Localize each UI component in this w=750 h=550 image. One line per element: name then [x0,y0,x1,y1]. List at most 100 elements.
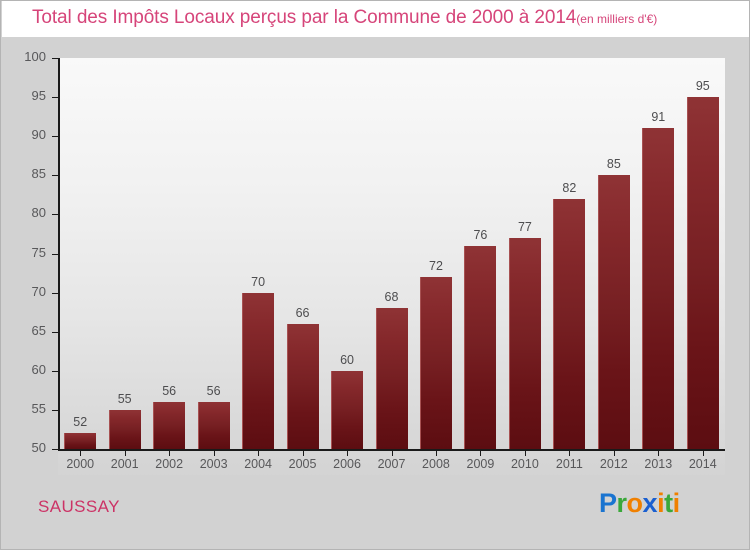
x-tick-mark [391,451,393,456]
x-axis-line [58,449,725,451]
bar-2007[interactable] [375,308,408,449]
x-tick-mark [124,451,126,456]
y-tick-label: 80 [31,205,46,221]
bar-2005[interactable] [286,323,319,449]
bar-2010[interactable] [508,237,541,449]
x-tick-mark [658,451,660,456]
y-tick-label: 65 [31,322,46,338]
bar-2013[interactable] [642,128,675,449]
bar-value-label: 56 [162,384,177,399]
y-tick-mark [52,58,58,59]
y-tick-mark [52,409,58,411]
y-tick-label: 60 [31,361,46,377]
x-tick-label-2010: 2010 [510,457,539,471]
y-tick-mark [52,292,58,294]
page-title: Total des Impôts Locaux perçus par la Co… [32,7,577,28]
bar-2008[interactable] [419,276,452,449]
bar-value-label: 66 [295,305,310,320]
y-axis-line [58,58,60,451]
bar-2001[interactable] [108,409,141,449]
logo-letter: o [626,488,644,518]
y-tick-label: 100 [24,49,46,64]
page-subtitle: (en milliers d'€) [576,12,658,26]
x-tick-label-2012: 2012 [599,457,628,471]
x-tick-label-2014: 2014 [688,457,717,471]
x-tick-mark [435,451,437,456]
bar-value-label: 76 [473,227,488,242]
bar-value-label: 70 [251,274,266,289]
y-tick-mark [52,331,58,333]
title-line: Total des Impôts Locaux perçus par la Co… [32,7,657,29]
x-tick-label-2002: 2002 [155,457,184,471]
y-tick-label: 90 [31,127,46,143]
bar-value-label: 85 [606,157,621,172]
bar-2002[interactable] [153,402,186,449]
bar-value-label: 82 [562,180,577,195]
plot-area: 50 55 60 65 70 75 80 85 90 95 100 2000 2001 2002 2003… [2,37,749,487]
x-tick-label-2007: 2007 [377,457,406,471]
x-tick-label-2003: 2003 [199,457,228,471]
x-tick-mark [213,451,215,456]
bar-value-label: 52 [73,415,88,430]
bar-2006[interactable] [331,370,364,449]
proxiti-logo[interactable]: Proxiti [599,488,680,519]
x-tick-mark [258,451,260,456]
y-tick-mark [52,136,58,138]
y-tick-label: 70 [31,283,46,299]
x-tick-mark [302,451,304,456]
x-tick-mark [702,451,704,456]
y-tick-label: 85 [31,166,46,182]
x-tick-label-2004: 2004 [244,457,272,471]
logo-letter: i [672,488,681,518]
logo-letter: r [616,488,628,518]
x-tick-label-2005: 2005 [288,457,317,471]
y-tick-mark [52,449,58,450]
bar-value-label: 56 [206,384,221,399]
chart-header: Total des Impôts Locaux perçus par la Co… [2,1,749,37]
bar-2003[interactable] [197,402,230,449]
x-tick-label-2009: 2009 [466,457,495,471]
x-tick-label-2013: 2013 [644,457,673,471]
logo-letter: t [664,488,673,518]
bar-value-label: 68 [384,290,399,305]
x-tick-label-2006: 2006 [333,457,361,471]
bar-2012[interactable] [597,175,630,449]
y-tick-mark [52,175,58,177]
x-tick-mark [524,451,526,456]
x-tick-mark [80,451,82,456]
y-tick-mark [52,370,58,372]
bar-2009[interactable] [464,245,497,449]
x-tick-label-2011: 2011 [555,457,583,471]
x-tick-mark [480,451,482,456]
x-tick-mark [613,451,615,456]
bar-value-label: 55 [117,391,132,406]
logo-letter: x [642,488,658,518]
bar-value-label: 91 [651,110,666,125]
bar-2014[interactable] [686,97,719,449]
x-tick-label-2001: 2001 [110,457,139,471]
logo-letter: i [657,488,665,518]
bar-2004[interactable] [242,292,275,449]
y-tick-label: 50 [31,440,46,455]
bar-value-label: 95 [695,79,710,94]
y-tick-label: 95 [31,88,46,104]
y-tick-label: 55 [31,400,46,416]
chart-footer: SAUSSAY Proxiti [2,475,749,549]
y-tick-label: 75 [31,244,46,260]
bar-value-label: 77 [517,219,532,234]
y-tick-mark [52,97,58,99]
x-tick-mark [169,451,171,456]
x-tick-label-2008: 2008 [422,457,450,471]
x-tick-mark [347,451,349,456]
y-tick-mark [52,253,58,255]
bar-2000[interactable] [64,433,97,449]
commune-name: SAUSSAY [38,497,120,516]
y-tick-mark [52,214,58,216]
logo-letter: P [599,488,617,518]
bar-value-label: 72 [429,258,443,273]
x-tick-mark [569,451,571,456]
bar-2011[interactable] [553,198,586,449]
x-tick-label-2000: 2000 [66,457,95,471]
bar-value-label: 60 [340,352,354,367]
